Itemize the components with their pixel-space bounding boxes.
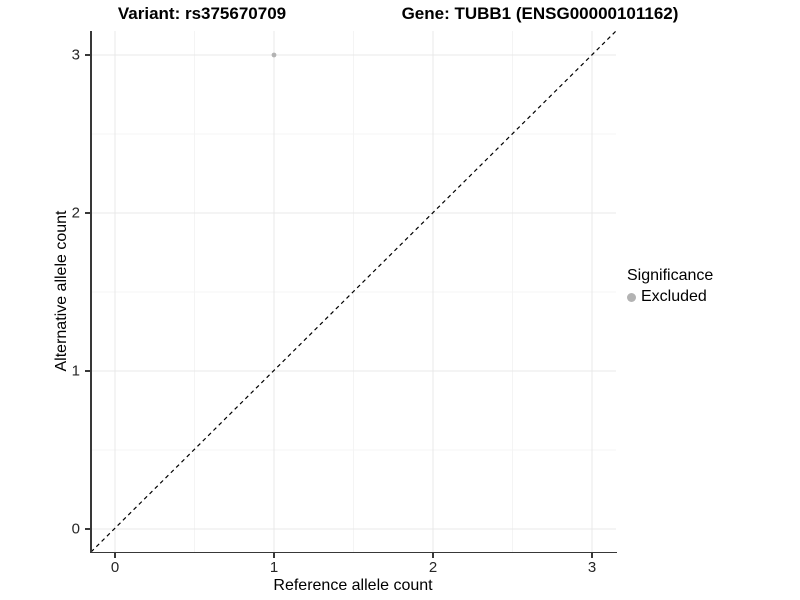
legend-item-excluded: Excluded [627, 288, 713, 306]
legend: Significance Excluded [627, 267, 713, 306]
x-tick-mark [591, 553, 593, 558]
y-axis-title: Alternative allele count [53, 210, 70, 372]
y-tick-label: 0 [71, 520, 80, 538]
y-tick-label: 3 [71, 46, 80, 64]
y-tick-mark [85, 54, 90, 56]
legend-title: Significance [627, 267, 714, 284]
excluded-point-icon [627, 292, 636, 302]
x-tick-mark [432, 553, 434, 558]
chart-canvas [91, 31, 616, 552]
x-tick-label: 1 [269, 559, 279, 576]
x-tick-mark [273, 553, 275, 558]
x-tick-mark [114, 553, 116, 558]
x-axis-line [90, 551, 617, 553]
x-tick-label: 3 [587, 559, 597, 576]
legend-item-label: Excluded [641, 288, 707, 305]
plot-title-gene: Gene: TUBB1 (ENSG00000101162) [401, 4, 679, 23]
data-point [271, 52, 277, 58]
y-tick-mark [85, 370, 90, 372]
y-tick-label: 2 [71, 204, 80, 222]
x-tick-label: 2 [428, 559, 438, 576]
y-axis-line [90, 31, 92, 553]
identity-line [91, 31, 616, 552]
y-tick-mark [85, 528, 90, 530]
plot-panel [91, 31, 616, 552]
plot-title-variant: Variant: rs375670709 [117, 4, 287, 23]
y-tick-mark [85, 212, 90, 214]
x-tick-label: 0 [110, 559, 120, 576]
y-tick-label: 1 [71, 362, 80, 380]
x-axis-title: Reference allele count [273, 577, 433, 594]
